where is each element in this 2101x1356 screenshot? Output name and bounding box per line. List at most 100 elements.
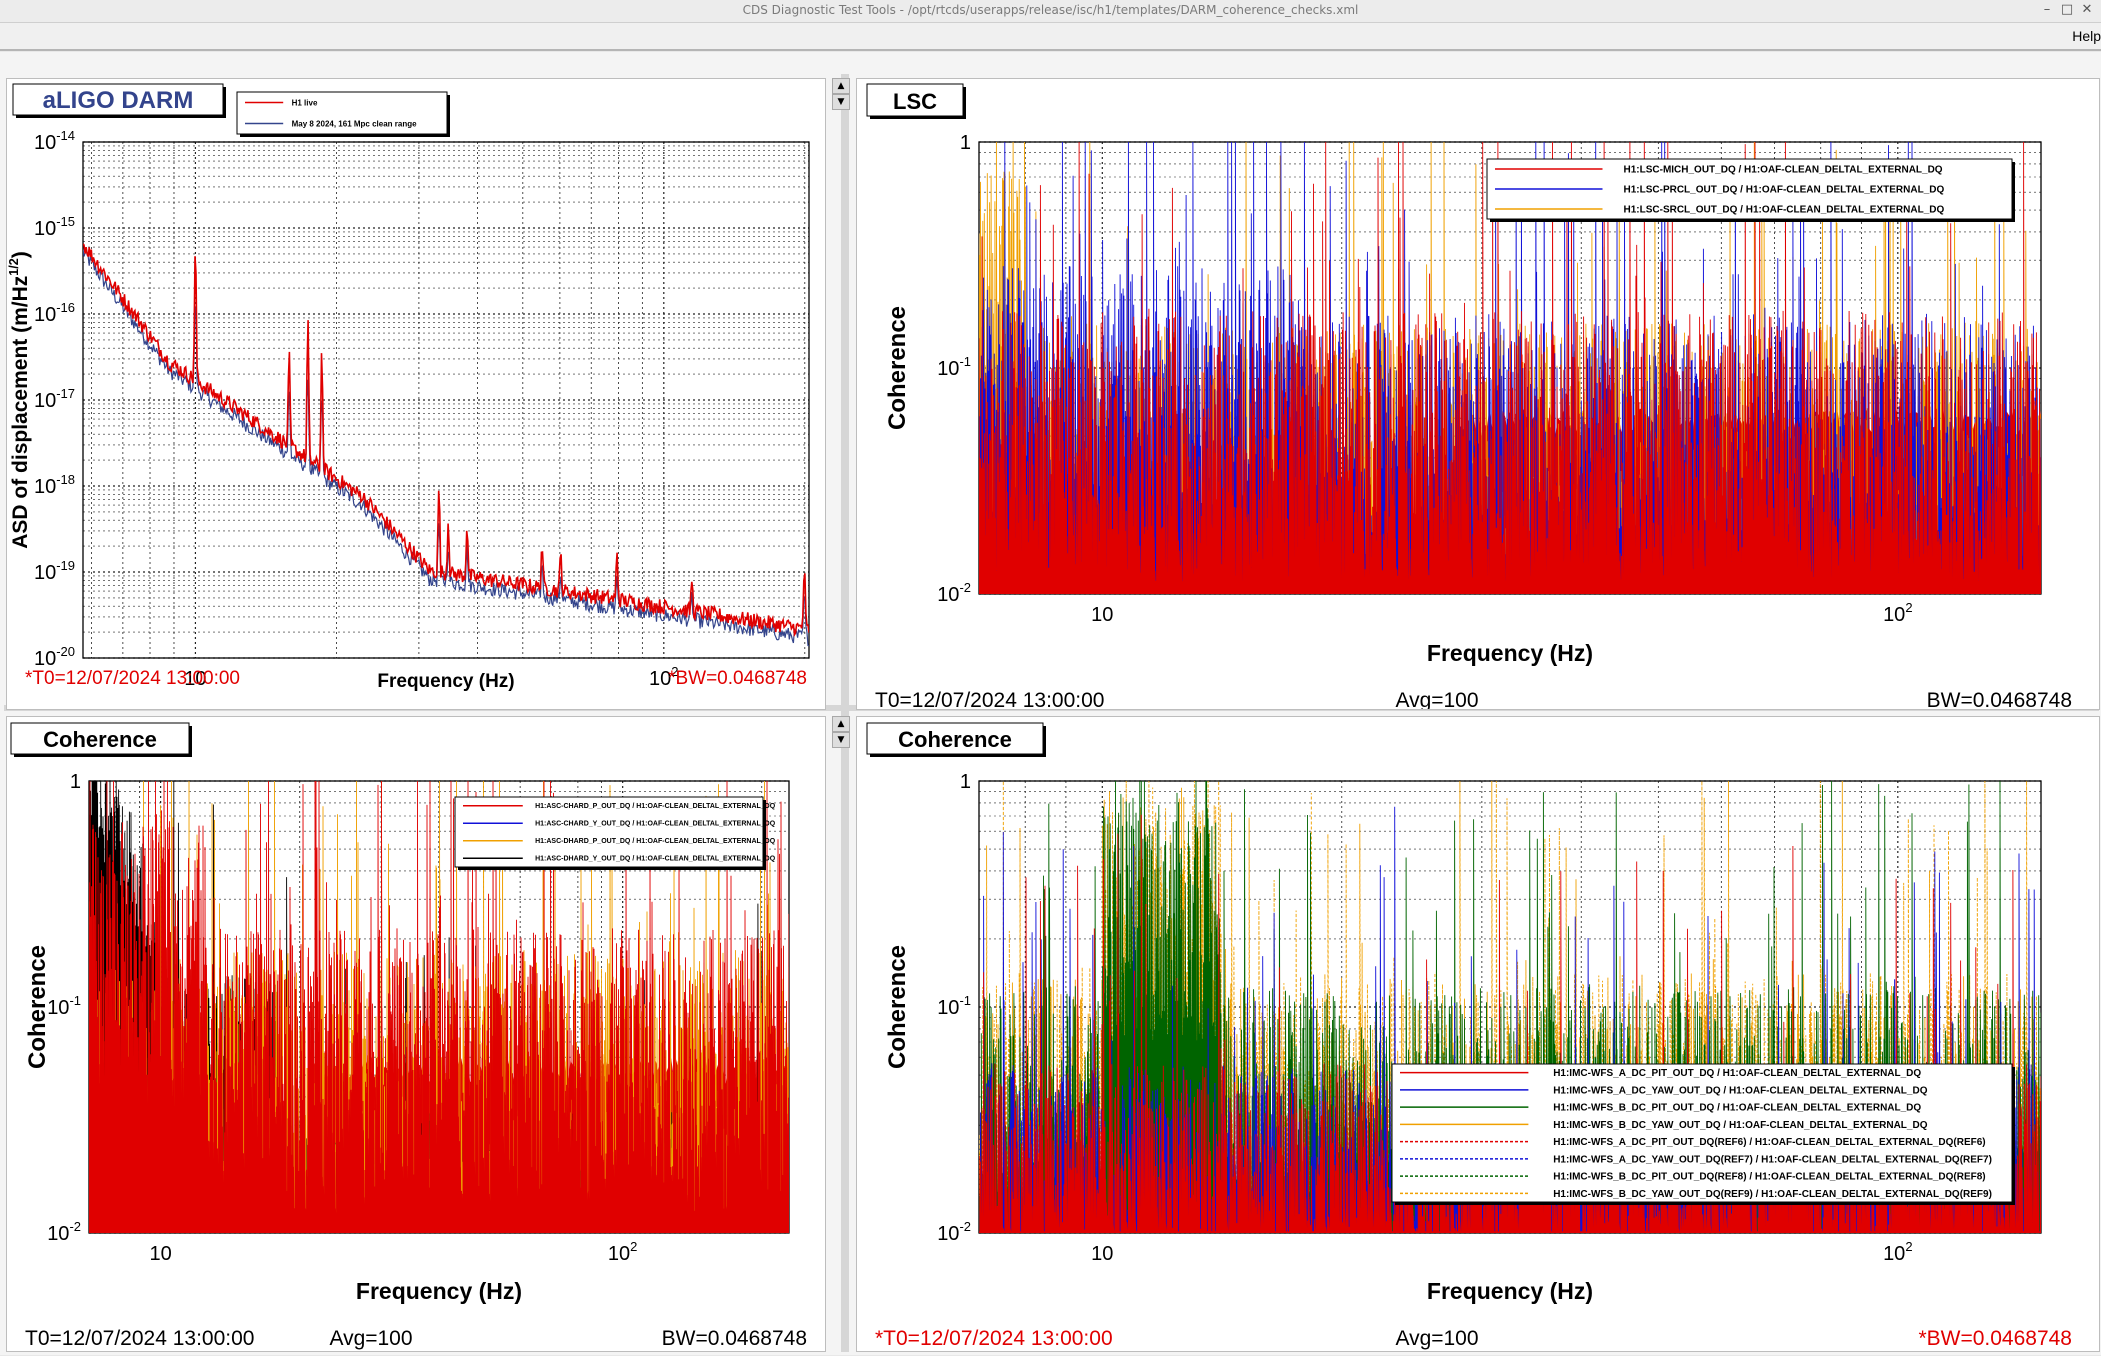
menubar: Help (0, 23, 2101, 51)
vertical-splitter[interactable] (841, 74, 849, 1352)
legend-box (236, 91, 448, 135)
close-icon[interactable]: ✕ (2081, 2, 2093, 17)
legend: H1:LSC-MICH_OUT_DQ / H1:OAF-CLEAN_DELTAL… (1486, 158, 2015, 222)
y-tick-base: 10 (34, 476, 56, 498)
title-box (10, 722, 190, 755)
legend-entry-label: H1:IMC-WFS_A_DC_YAW_OUT_DQ / H1:OAF-CLEA… (1553, 1085, 1928, 1096)
status-bw-label: *BW=0.0468748 (1918, 1327, 2072, 1350)
panel-title: Coherence (898, 727, 1012, 752)
y-tick-label: 10-15 (34, 214, 75, 240)
pad-arrow-down-icon[interactable]: ▼ (832, 732, 850, 748)
legend-entry-label: H1:IMC-WFS_B_DC_YAW_OUT_DQ(REF9) / H1:OA… (1553, 1189, 1992, 1200)
y-tick-exp: -17 (56, 386, 75, 401)
y-tick-base: 1 (960, 132, 971, 154)
y-axis-label-text: Coherence (884, 945, 911, 1069)
title-box (866, 722, 1044, 755)
y-tick-base: 10 (47, 997, 69, 1019)
status-avg-label: Avg=100 (329, 1327, 412, 1350)
pad-arrow-up-icon[interactable]: ▲ (832, 716, 850, 732)
y-tick-exp: -2 (959, 580, 971, 595)
y-tick-base: 10 (34, 132, 56, 154)
menu-help[interactable]: Help (2072, 28, 2101, 44)
x-tick-base: 10 (184, 668, 206, 690)
y-tick-label: 1 (960, 132, 971, 154)
y-axis-label: Coherence (884, 306, 911, 430)
x-tick-base: 10 (649, 668, 671, 690)
darm-plot-pad[interactable]: aLIGO DARM 10-14 10-15 10-16 10-17 10-18 10-19… (6, 78, 826, 710)
status-t0-label: T0=12/07/2024 13:00:00 (875, 689, 1104, 709)
y-axis-label-text: ASD of displacement (m/Hz (9, 276, 32, 549)
x-tick-exp: 2 (1905, 600, 1912, 615)
x-tick-base: 10 (1883, 1243, 1905, 1265)
y-tick-exp: -1 (959, 993, 971, 1008)
y-tick-exp: -2 (69, 1219, 81, 1234)
legend-entry-label: H1:ASC-DHARD_P_OUT_DQ / H1:OAF-CLEAN_DEL… (535, 838, 776, 845)
x-tick-label: 102 (608, 1239, 637, 1265)
lsc-coherence-pad[interactable]: LSC 1 10-1 10-2 10 102 H1:LSC-MICH_OUT_DQ / H1… (856, 78, 2100, 712)
legend-entry-label: H1:IMC-WFS_A_DC_PIT_OUT_DQ(REF6) / H1:OA… (1553, 1137, 1985, 1148)
plot-data-area (979, 142, 2041, 594)
legend-entry-label: H1:LSC-MICH_OUT_DQ / H1:OAF-CLEAN_DELTAL… (1624, 165, 1943, 176)
x-tick-base: 10 (1883, 604, 1905, 626)
legend-entry-label: H1 live (292, 98, 318, 107)
status-bw-label: BW=0.0468748 (662, 1327, 807, 1350)
y-tick-label: 10-17 (34, 386, 75, 412)
window-title: CDS Diagnostic Test Tools - /opt/rtcds/u… (742, 3, 1359, 17)
legend-entry-label: H1:IMC-WFS_B_DC_YAW_OUT_DQ / H1:OAF-CLEA… (1553, 1120, 1928, 1131)
legend-box (1391, 1063, 2013, 1203)
y-tick-label: 10-14 (34, 128, 75, 154)
x-tick-label: 10 (1091, 604, 1113, 626)
y-tick-label: 10-20 (34, 644, 75, 670)
legend-entry-label: H1:IMC-WFS_A_DC_YAW_OUT_DQ(REF7) / H1:OA… (1553, 1154, 1992, 1165)
y-tick-base: 10 (34, 390, 56, 412)
spectrum-series-line (83, 243, 809, 638)
y-tick-exp: -18 (56, 472, 75, 487)
pad-arrow-down-icon[interactable]: ▼ (832, 94, 850, 110)
pad-arrow-up-icon[interactable]: ▲ (832, 78, 850, 94)
y-tick-base: 10 (34, 648, 56, 670)
maximize-icon[interactable]: □ (2060, 2, 2074, 17)
asc-coherence-pad[interactable]: Coherence 1 10-1 10-2 10 102 H1:ASC-CHARD_P_OU… (6, 716, 826, 1352)
x-tick-base: 10 (1091, 1243, 1113, 1265)
x-tick-label: 102 (1883, 600, 1912, 626)
plot-data-area (83, 243, 809, 647)
y-tick-base: 1 (960, 771, 971, 793)
legend-entry-label: H1:LSC-PRCL_OUT_DQ / H1:OAF-CLEAN_DELTAL… (1624, 185, 1945, 196)
y-tick-base: 10 (34, 562, 56, 584)
x-tick-label: 10 (149, 1243, 171, 1265)
panel-title: Coherence (43, 727, 157, 752)
y-tick-exp: -19 (56, 558, 75, 573)
y-tick-base: 10 (937, 1223, 959, 1245)
imc-coherence-pad[interactable]: Coherence 1 10-1 10-2 10 102 H1:IMC-WFS_A_DC_P… (856, 716, 2100, 1352)
status-avg-label: Avg=100 (1395, 689, 1478, 709)
x-tick-label: 102 (649, 664, 678, 690)
legend-entry-label: H1:ASC-CHARD_Y_OUT_DQ / H1:OAF-CLEAN_DEL… (535, 821, 776, 828)
y-axis-label-text: Coherence (24, 945, 51, 1069)
y-tick-base: 10 (937, 584, 959, 606)
status-t0-label: T0=12/07/2024 13:00:00 (25, 1327, 254, 1350)
x-tick-label: 10 (1091, 1243, 1113, 1265)
y-tick-exp: -20 (56, 644, 75, 659)
y-axis-label: Coherence (884, 945, 911, 1069)
y-axis-label: Coherence (24, 945, 51, 1069)
darm-plot-svg: aLIGO DARM10-1410-1510-1610-1710-1810-19… (7, 83, 810, 692)
window-titlebar: CDS Diagnostic Test Tools - /opt/rtcds/u… (0, 0, 2101, 23)
legend-entry-label: H1:IMC-WFS_B_DC_PIT_OUT_DQ / H1:OAF-CLEA… (1553, 1103, 1921, 1114)
legend-box (454, 796, 764, 868)
legend-entry-label: May 8 2024, 161 Mpc clean range (292, 119, 418, 128)
coherence-series-line (89, 781, 789, 1233)
x-axis-label: Frequency (Hz) (1427, 640, 1593, 666)
title-box (866, 83, 964, 117)
y-tick-label: 10-2 (47, 1219, 81, 1245)
x-tick-exp: 2 (1905, 1239, 1912, 1254)
x-tick-label: 10 (184, 668, 206, 690)
status-t0-label: *T0=12/07/2024 13:00:00 (25, 668, 240, 689)
spectrum-series-line (83, 248, 809, 647)
y-tick-exp: -15 (56, 214, 75, 229)
y-tick-label: 10-2 (937, 580, 971, 606)
status-t0-label: *T0=12/07/2024 13:00:00 (875, 1327, 1113, 1350)
y-tick-base: 10 (47, 1223, 69, 1245)
minimize-icon[interactable]: – (2043, 2, 2051, 17)
y-axis-label: ASD of displacement (m/Hz1/2) (7, 251, 32, 549)
